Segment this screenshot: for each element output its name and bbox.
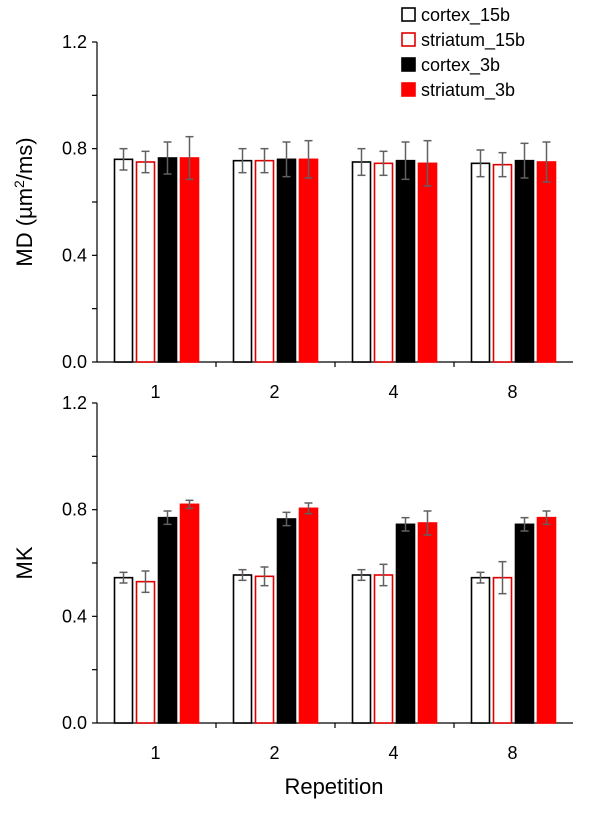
legend-label-striatum-3b: striatum_3b [421,80,515,101]
mk-x-tick-label: 8 [507,743,517,763]
md-x-tick-label: 1 [150,382,160,402]
md-y-tick-label: 0.4 [62,245,87,265]
mk-bar-striatum-15b-rep-2 [254,575,275,724]
md-bars [113,157,557,363]
legend: cortex_15b striatum_15b cortex_3b striat… [401,5,525,101]
md-bar-striatum-15b-rep-4 [373,162,394,363]
md-bar-striatum-3b-rep-1 [179,157,200,363]
md-y-axis-title: MD (µm2/ms) [11,137,37,266]
md-error-bars [119,135,551,187]
md-bar-striatum-3b-rep-4 [417,162,438,363]
md-bar-striatum-15b-rep-1 [135,161,156,363]
mk-bar-cortex-15b-rep-8 [470,576,491,724]
legend-swatch-cortex-15b [401,7,416,22]
mk-bar-cortex-15b-rep-2 [232,574,253,724]
md-y-tick-label: 0.8 [62,139,87,159]
mk-error-bars [119,499,551,595]
md-bar-cortex-3b-rep-4 [395,159,416,363]
mk-bar-cortex-3b-rep-1 [157,516,178,724]
mk-panel: 0.0 0.4 0.8 1.2 1 2 4 8 MK Repetition [12,393,573,799]
mk-y-tick-label: 0.4 [62,606,87,626]
mk-tick-labels: 0.0 0.4 0.8 1.2 1 2 4 8 [62,393,518,763]
mk-y-tick-label: 1.2 [62,393,87,413]
mk-bar-striatum-3b-rep-4 [417,522,438,724]
mk-x-tick-label: 2 [269,743,279,763]
mk-bar-striatum-15b-rep-4 [373,574,394,724]
md-x-tick-label: 8 [507,382,517,402]
md-bar-striatum-15b-rep-2 [254,159,275,363]
md-bar-cortex-15b-rep-1 [113,158,134,363]
md-bar-cortex-15b-rep-4 [351,161,372,363]
md-x-tick-label: 2 [269,382,279,402]
mk-bar-striatum-3b-rep-2 [298,507,319,724]
legend-label-cortex-15b: cortex_15b [421,5,510,26]
mk-y-tick-label: 0.8 [62,500,87,520]
legend-swatch-cortex-3b [401,57,416,72]
mk-bar-striatum-15b-rep-1 [135,580,156,724]
md-y-tick-label: 0.0 [62,352,87,372]
mk-bar-cortex-3b-rep-8 [514,523,535,724]
mk-bars [113,503,557,724]
mk-bar-striatum-3b-rep-8 [536,516,557,724]
legend-label-striatum-15b: striatum_15b [421,30,525,51]
md-bar-striatum-15b-rep-8 [492,163,513,363]
legend-swatch-striatum-3b [401,82,416,97]
md-bar-striatum-3b-rep-8 [536,161,557,363]
mk-bar-cortex-15b-rep-4 [351,574,372,724]
legend-swatch-striatum-15b [401,32,416,47]
md-tick-labels: 0.0 0.4 0.8 1.2 1 2 4 8 [62,32,518,402]
mk-y-tick-label: 0.0 [62,713,87,733]
md-bar-cortex-15b-rep-2 [232,159,253,363]
mk-bar-cortex-3b-rep-4 [395,523,416,724]
mk-x-tick-label: 1 [150,743,160,763]
md-bar-cortex-15b-rep-8 [470,162,491,363]
md-panel: 0.0 0.4 0.8 1.2 1 2 4 8 MD (µm2/ms) [11,32,573,402]
x-axis-title: Repetition [284,774,383,799]
md-bar-cortex-3b-rep-1 [157,157,178,363]
mk-bar-striatum-3b-rep-1 [179,503,200,724]
legend-label-cortex-3b: cortex_3b [421,55,500,76]
md-x-tick-label: 4 [388,382,398,402]
md-bar-cortex-3b-rep-2 [276,158,297,363]
mk-x-tick-label: 4 [388,743,398,763]
md-bar-cortex-3b-rep-8 [514,159,535,363]
md-y-tick-label: 1.2 [62,32,87,52]
mk-bar-striatum-15b-rep-8 [492,576,513,724]
mk-bar-cortex-15b-rep-1 [113,576,134,724]
mk-y-axis-title: MK [12,546,37,579]
mk-bar-cortex-3b-rep-2 [276,518,297,724]
md-bar-striatum-3b-rep-2 [298,158,319,363]
